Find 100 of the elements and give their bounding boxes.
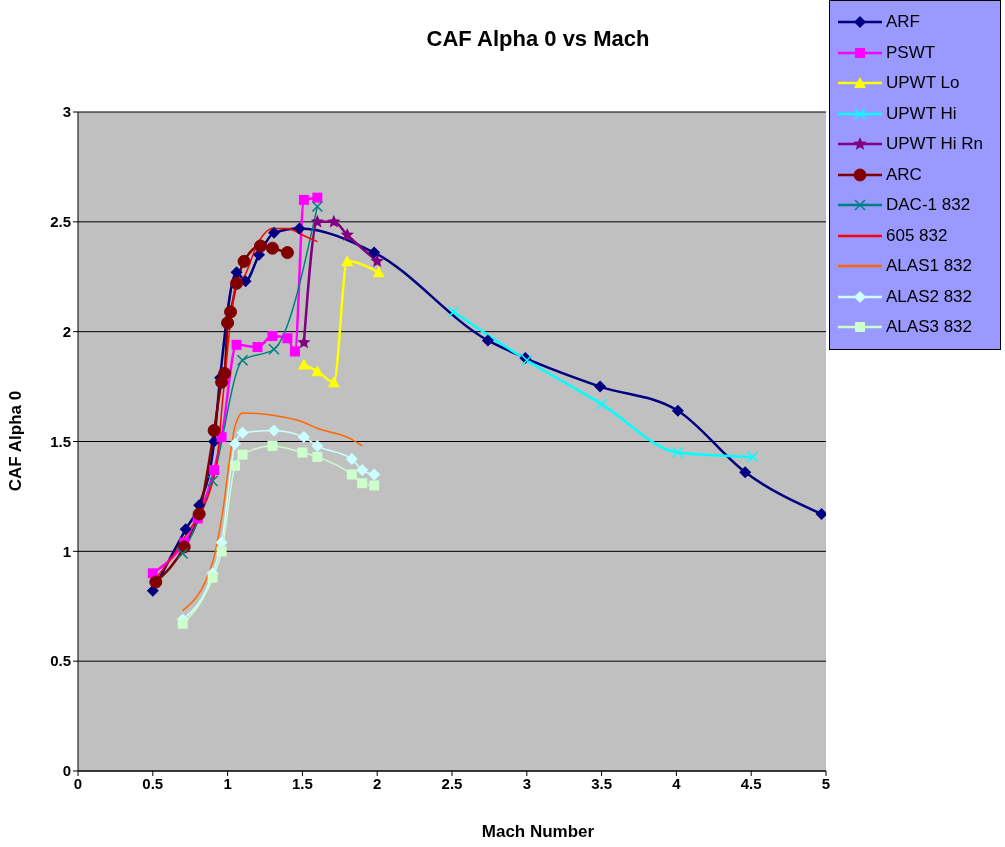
point (341, 255, 354, 267)
point (230, 266, 243, 279)
x-tick-label: 2.5 (441, 774, 463, 792)
point (231, 339, 242, 350)
point (345, 453, 358, 466)
point (216, 432, 227, 443)
x-tick-label: 1 (223, 774, 232, 792)
point (267, 226, 280, 239)
point (671, 404, 684, 417)
point (368, 468, 381, 481)
point (297, 358, 310, 370)
y-tick-label: 0.5 (50, 652, 71, 670)
line-series (181, 412, 363, 612)
point (207, 572, 218, 583)
x-tick-label: 5 (821, 774, 831, 792)
point (594, 380, 607, 393)
point (177, 618, 188, 629)
y-tick-label: 0 (62, 762, 71, 780)
point (282, 333, 293, 344)
point (224, 305, 238, 319)
point (236, 354, 249, 366)
legend-label: PSWT (886, 42, 936, 63)
point (209, 465, 220, 476)
y-tick-label: 3 (62, 103, 71, 121)
point (357, 478, 368, 489)
point (237, 254, 251, 268)
point (268, 343, 280, 355)
point (346, 469, 357, 480)
point (298, 194, 309, 205)
y-tick-label: 1.5 (50, 432, 71, 450)
point (815, 507, 826, 520)
point (207, 424, 221, 438)
x-tick-label: 0.5 (142, 774, 164, 792)
x-tick-label: 1.5 (291, 774, 313, 792)
point (176, 547, 189, 560)
legend-label: 605 832 (886, 225, 948, 246)
point (149, 575, 163, 589)
point (179, 523, 192, 536)
y-tick-label: 2 (62, 322, 71, 340)
x-axis-title: Mach Number (480, 822, 596, 842)
point (310, 214, 325, 228)
point (447, 306, 460, 318)
point (230, 276, 244, 290)
x-tick-label: 2 (373, 774, 382, 792)
legend-label: ALAS3 832 (886, 317, 973, 338)
legend-label: UPWT Lo (886, 73, 960, 94)
point (297, 447, 308, 458)
point (192, 507, 206, 521)
point (311, 439, 324, 452)
point (236, 426, 249, 439)
legend-label: UPWT Hi (886, 103, 957, 124)
point (237, 449, 248, 460)
point (230, 460, 241, 471)
point (293, 222, 306, 235)
point (252, 342, 263, 353)
point (297, 335, 311, 349)
chart-title: CAF Alpha 0 vs Mach (426, 26, 650, 51)
legend-label: ARC (886, 164, 922, 185)
point (216, 546, 227, 557)
point (229, 437, 242, 450)
y-axis-title: CAF Alpha 0 (6, 390, 26, 492)
point (327, 214, 341, 228)
point (289, 346, 300, 357)
point (739, 466, 752, 479)
point (297, 431, 310, 444)
legend-label: ALAS1 832 (886, 256, 973, 277)
point (370, 254, 384, 268)
point (267, 424, 280, 437)
point (372, 266, 385, 278)
legend-label: ARF (886, 12, 920, 33)
point (595, 398, 608, 410)
y-tick-label: 1 (62, 542, 71, 560)
point (267, 331, 278, 342)
point (254, 239, 268, 253)
point (265, 241, 279, 255)
point (311, 365, 324, 377)
point (672, 446, 684, 459)
point (481, 334, 494, 347)
point (356, 464, 369, 477)
x-tick-label: 4.5 (740, 774, 762, 792)
x-tick-label: 3.5 (591, 774, 613, 792)
point (369, 480, 380, 491)
x-tick-label: 3 (522, 774, 531, 792)
legend-label: ALAS2 832 (886, 286, 973, 307)
point (311, 200, 324, 213)
point (221, 316, 235, 330)
point (312, 192, 323, 203)
point (218, 366, 232, 380)
point (327, 376, 340, 388)
point (267, 440, 278, 451)
point (206, 475, 219, 487)
point (312, 451, 323, 462)
point (340, 228, 354, 241)
point (280, 246, 294, 260)
legend-label: UPWT Hi Rn (886, 134, 983, 155)
legend-label: DAC-1 832 (886, 195, 971, 216)
x-tick-label: 4 (672, 774, 682, 792)
y-tick-label: 2.5 (50, 213, 71, 231)
point (746, 451, 759, 463)
x-tick-label: 0 (73, 774, 83, 792)
